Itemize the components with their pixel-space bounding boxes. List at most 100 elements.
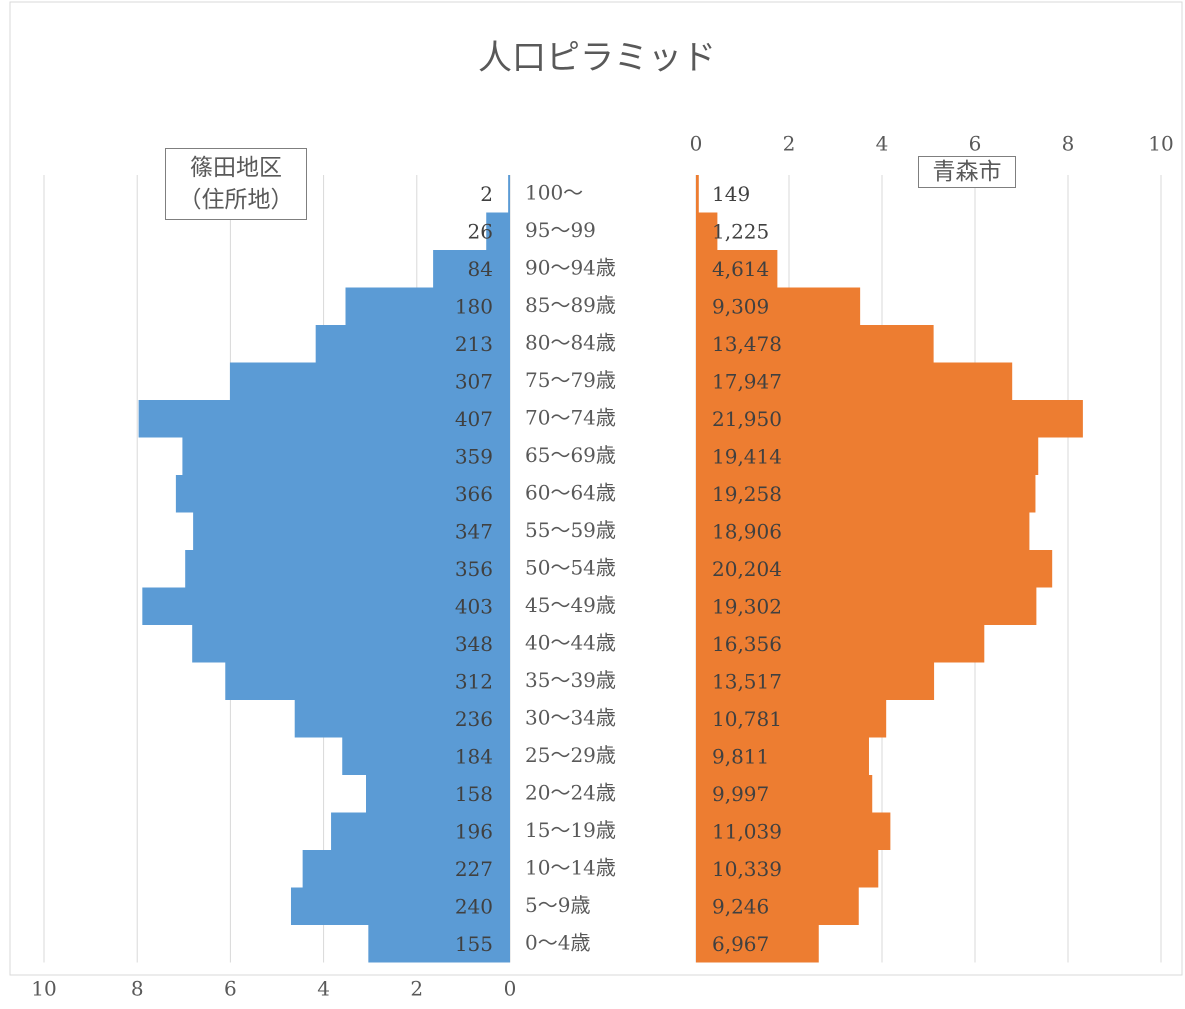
bar bbox=[696, 175, 699, 213]
category-label: 0～4歳 bbox=[525, 930, 590, 954]
bar bbox=[696, 700, 887, 738]
category-label: 15～19歳 bbox=[525, 818, 616, 842]
bar bbox=[696, 437, 1039, 475]
count-label: 366 bbox=[455, 482, 493, 506]
count-label: 240 bbox=[455, 895, 493, 919]
category-label: 35～39歳 bbox=[525, 668, 616, 692]
bar bbox=[138, 400, 510, 438]
category-label: 75～79歳 bbox=[525, 368, 616, 392]
count-label: 312 bbox=[455, 670, 493, 694]
count-label: 1,225 bbox=[712, 220, 769, 244]
bar bbox=[696, 550, 1053, 588]
bar bbox=[696, 250, 778, 288]
bar bbox=[696, 362, 1013, 400]
category-label: 65～69歳 bbox=[525, 443, 616, 467]
bar bbox=[192, 625, 511, 663]
bar bbox=[366, 775, 510, 813]
category-label: 85～89歳 bbox=[525, 293, 616, 317]
bar bbox=[142, 587, 511, 625]
category-label: 100～ bbox=[525, 180, 583, 204]
series-label: 青森市 bbox=[918, 156, 1016, 188]
count-label: 13,478 bbox=[712, 332, 782, 356]
count-label: 84 bbox=[468, 257, 493, 281]
category-label: 10～14歳 bbox=[525, 855, 616, 879]
bar bbox=[696, 737, 869, 775]
count-label: 158 bbox=[455, 782, 493, 806]
count-label: 347 bbox=[455, 520, 493, 544]
category-label: 25～29歳 bbox=[525, 743, 616, 767]
x-tick-label: 8 bbox=[1062, 132, 1075, 156]
category-label: 90～94歳 bbox=[525, 255, 616, 279]
bar bbox=[182, 437, 511, 475]
count-label: 19,302 bbox=[712, 595, 782, 619]
bar bbox=[331, 812, 510, 850]
count-label: 155 bbox=[455, 932, 493, 956]
bar bbox=[225, 662, 511, 700]
count-label: 9,246 bbox=[712, 895, 769, 919]
count-label: 403 bbox=[455, 595, 493, 619]
bar bbox=[193, 512, 510, 550]
category-label: 70～74歳 bbox=[525, 405, 616, 429]
bar bbox=[185, 550, 510, 588]
count-label: 227 bbox=[455, 857, 493, 881]
bar bbox=[696, 512, 1030, 550]
x-tick-label: 4 bbox=[317, 977, 330, 1001]
count-label: 184 bbox=[455, 745, 493, 769]
count-label: 4,614 bbox=[712, 257, 769, 281]
category-label: 60～64歳 bbox=[525, 480, 616, 504]
count-label: 9,997 bbox=[712, 782, 769, 806]
bar bbox=[345, 287, 510, 325]
bar bbox=[294, 700, 510, 738]
count-label: 19,258 bbox=[712, 482, 782, 506]
bar bbox=[696, 812, 891, 850]
bar bbox=[290, 887, 510, 925]
x-tick-label: 10 bbox=[31, 977, 56, 1001]
series-label: 篠田地区（住所地） bbox=[165, 148, 307, 220]
x-tick-label: 8 bbox=[131, 977, 144, 1001]
count-label: 196 bbox=[455, 820, 493, 844]
bar bbox=[302, 850, 510, 888]
count-label: 18,906 bbox=[712, 520, 782, 544]
x-tick-label: 0 bbox=[690, 132, 703, 156]
count-label: 10,781 bbox=[712, 707, 782, 731]
bar bbox=[696, 662, 935, 700]
category-label: 20～24歳 bbox=[525, 780, 616, 804]
bar bbox=[696, 925, 819, 963]
bar bbox=[229, 362, 510, 400]
x-tick-label: 0 bbox=[504, 977, 517, 1001]
bar bbox=[696, 887, 859, 925]
count-label: 149 bbox=[712, 182, 750, 206]
bar bbox=[368, 925, 510, 963]
count-label: 26 bbox=[468, 220, 493, 244]
bar bbox=[315, 325, 510, 363]
bar bbox=[508, 175, 510, 213]
bar bbox=[696, 475, 1036, 513]
x-tick-label: 6 bbox=[224, 977, 237, 1001]
bar bbox=[696, 400, 1083, 438]
count-label: 21,950 bbox=[712, 407, 782, 431]
bar bbox=[696, 850, 879, 888]
bar bbox=[696, 325, 934, 363]
category-label: 95～99 bbox=[525, 218, 596, 242]
category-label: 30～34歳 bbox=[525, 705, 616, 729]
count-label: 348 bbox=[455, 632, 493, 656]
bar bbox=[696, 287, 861, 325]
count-label: 11,039 bbox=[712, 820, 782, 844]
count-label: 407 bbox=[455, 407, 493, 431]
bar bbox=[696, 775, 873, 813]
x-tick-label: 4 bbox=[876, 132, 889, 156]
bar bbox=[696, 587, 1037, 625]
x-tick-label: 2 bbox=[410, 977, 423, 1001]
count-label: 10,339 bbox=[712, 857, 782, 881]
count-label: 236 bbox=[455, 707, 493, 731]
count-label: 19,414 bbox=[712, 445, 782, 469]
bar bbox=[433, 250, 510, 288]
bar bbox=[696, 212, 718, 250]
x-tick-label: 10 bbox=[1148, 132, 1173, 156]
count-label: 359 bbox=[455, 445, 493, 469]
count-label: 13,517 bbox=[712, 670, 782, 694]
category-label: 80～84歳 bbox=[525, 330, 616, 354]
chart-title: 人口ピラミッド bbox=[478, 38, 716, 78]
count-label: 6,967 bbox=[712, 932, 769, 956]
